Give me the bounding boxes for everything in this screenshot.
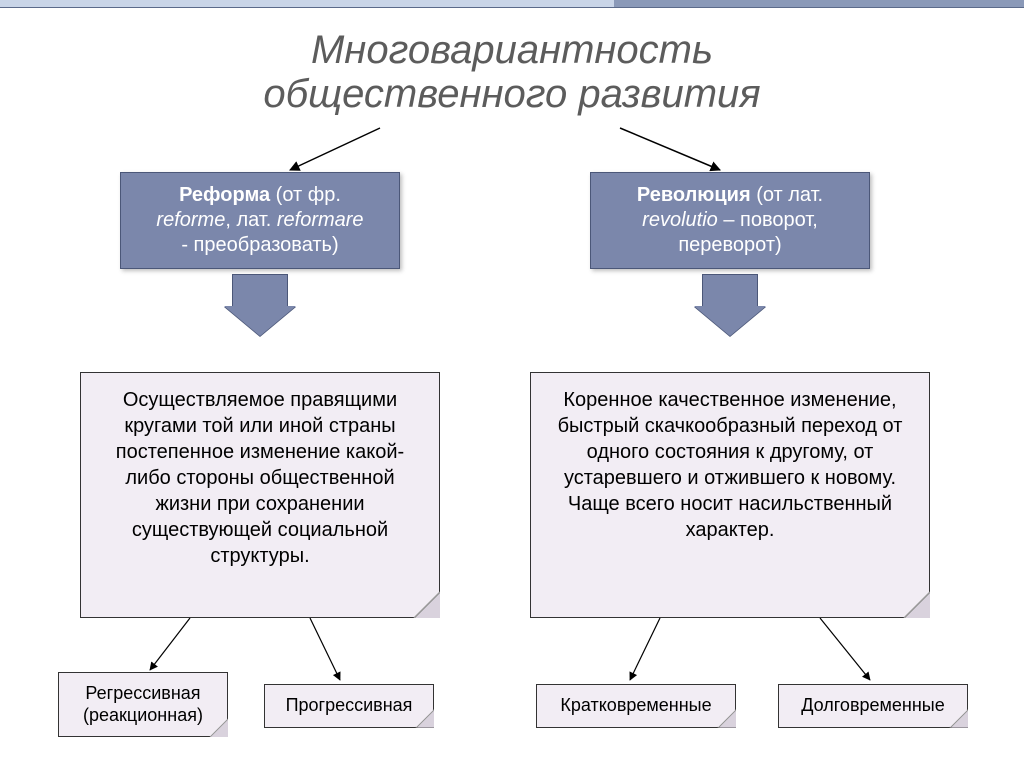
branch-box-revolution: Революция (от лат. revolutio – поворот, … bbox=[590, 172, 870, 269]
rev-line3: переворот) bbox=[678, 234, 781, 256]
border-segment bbox=[0, 0, 614, 8]
leaf-progressive-text: Прогрессивная bbox=[286, 695, 413, 715]
page-title: Многовариантность общественного развития bbox=[0, 28, 1024, 116]
reform-it1: reforme bbox=[156, 209, 225, 231]
title-line1: Многовариантность bbox=[311, 28, 713, 72]
title-line2: общественного развития bbox=[263, 72, 760, 116]
reform-mid: , лат. bbox=[225, 209, 277, 231]
arrow-head bbox=[694, 306, 766, 336]
leaf-long-term: Долговременные bbox=[778, 684, 968, 728]
arrow-stem bbox=[702, 274, 758, 306]
definition-reform: Осуществляемое правящими кругами той или… bbox=[80, 372, 440, 618]
branch-box-reform: Реформа (от фр. reforme, лат. reformare … bbox=[120, 172, 400, 269]
leaf-long-term-text: Долговременные bbox=[801, 695, 945, 715]
leaf-regressive-l2: (реакционная) bbox=[83, 705, 203, 725]
leaf-regressive-l1: Регрессивная bbox=[85, 683, 200, 703]
arrow-head bbox=[224, 306, 296, 336]
slide-top-border bbox=[0, 0, 1024, 8]
rev-rest: (от лат. bbox=[751, 184, 823, 206]
reform-bold: Реформа bbox=[179, 184, 270, 206]
leaf-short-term-text: Кратковременные bbox=[560, 695, 711, 715]
definition-reform-text: Осуществляемое правящими кругами той или… bbox=[116, 389, 404, 567]
reform-line3: - преобразовать) bbox=[181, 234, 338, 256]
rev-it: revolutio bbox=[642, 209, 718, 231]
reform-it2: reformare bbox=[277, 209, 364, 231]
rev-mid: – поворот, bbox=[718, 209, 818, 231]
leaf-short-term: Кратковременные bbox=[536, 684, 736, 728]
rev-bold: Революция bbox=[637, 184, 751, 206]
leaf-progressive: Прогрессивная bbox=[264, 684, 434, 728]
arrow-stem bbox=[232, 274, 288, 306]
leaf-regressive: Регрессивная (реакционная) bbox=[58, 672, 228, 737]
definition-revolution-text: Коренное качественное изменение, быстрый… bbox=[558, 389, 903, 541]
definition-revolution: Коренное качественное изменение, быстрый… bbox=[530, 372, 930, 618]
reform-rest: (от фр. bbox=[270, 184, 341, 206]
border-segment bbox=[614, 0, 1024, 8]
